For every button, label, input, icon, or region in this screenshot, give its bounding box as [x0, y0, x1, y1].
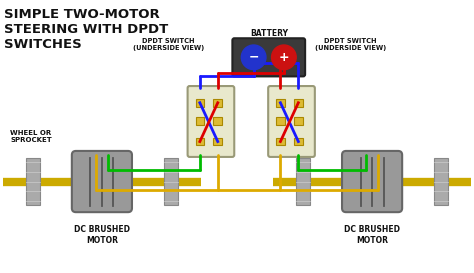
- Bar: [196, 99, 204, 106]
- Bar: [294, 99, 302, 106]
- Text: DC BRUSHED
MOTOR: DC BRUSHED MOTOR: [74, 225, 130, 245]
- FancyBboxPatch shape: [268, 86, 315, 157]
- Bar: [213, 117, 222, 125]
- Bar: [294, 117, 302, 125]
- Text: SIMPLE TWO-MOTOR
STEERING WITH DPDT
SWITCHES: SIMPLE TWO-MOTOR STEERING WITH DPDT SWIT…: [4, 8, 168, 51]
- Text: DPDT SWITCH
(UNDERSIDE VIEW): DPDT SWITCH (UNDERSIDE VIEW): [315, 37, 386, 51]
- Text: BATTERY: BATTERY: [250, 29, 288, 38]
- FancyBboxPatch shape: [72, 151, 132, 212]
- Bar: [276, 117, 285, 125]
- Text: +: +: [279, 51, 289, 64]
- Bar: [213, 138, 222, 146]
- Bar: [164, 158, 178, 205]
- Text: −: −: [248, 51, 259, 64]
- Bar: [296, 158, 310, 205]
- Circle shape: [241, 45, 266, 70]
- Circle shape: [272, 45, 296, 70]
- Bar: [213, 99, 222, 106]
- Bar: [434, 158, 448, 205]
- Bar: [276, 99, 285, 106]
- FancyBboxPatch shape: [188, 86, 234, 157]
- Text: DPDT SWITCH
(UNDERSIDE VIEW): DPDT SWITCH (UNDERSIDE VIEW): [133, 37, 204, 51]
- Bar: [26, 158, 40, 205]
- Bar: [276, 138, 285, 146]
- Bar: [196, 117, 204, 125]
- Text: WHEEL OR
SPROCKET: WHEEL OR SPROCKET: [10, 130, 52, 143]
- Bar: [196, 138, 204, 146]
- FancyBboxPatch shape: [232, 38, 305, 76]
- FancyBboxPatch shape: [342, 151, 402, 212]
- Text: DC BRUSHED
MOTOR: DC BRUSHED MOTOR: [344, 225, 400, 245]
- Bar: [294, 138, 302, 146]
